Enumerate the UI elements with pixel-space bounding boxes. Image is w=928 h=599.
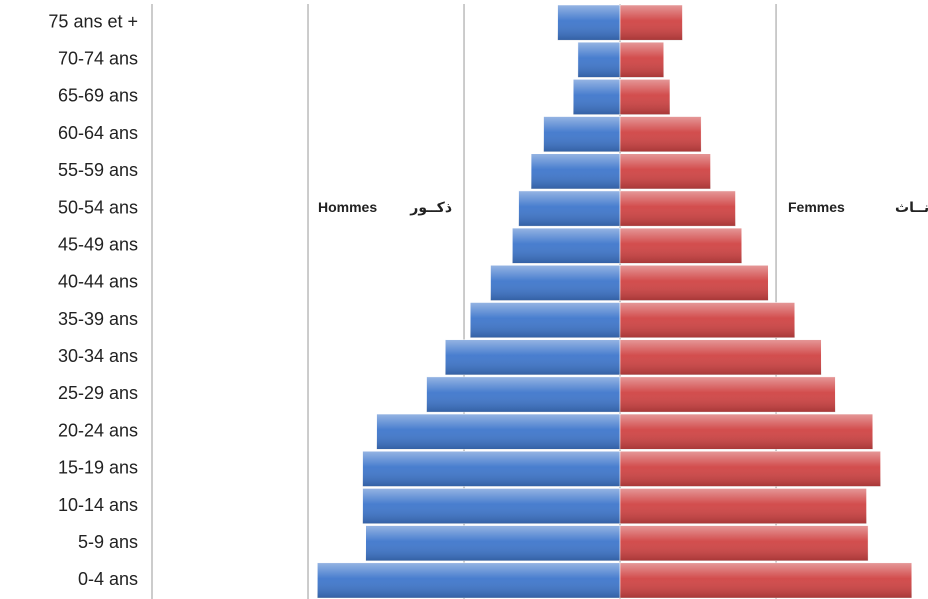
bar-shine [557, 5, 621, 41]
bar-shine [620, 525, 869, 561]
bar-shine [620, 562, 912, 598]
category-label: 10-14 ans [58, 495, 138, 515]
bar-shine [518, 190, 621, 227]
category-label: 50-54 ans [58, 197, 138, 217]
bar-shine [620, 79, 670, 115]
bar-shine [426, 376, 621, 413]
bar-shine [620, 488, 867, 524]
bar-shine [573, 79, 621, 115]
category-label: 75 ans et + [48, 11, 138, 31]
category-label: 40-44 ans [58, 272, 138, 292]
series-label: Hommes [318, 199, 377, 215]
category-label: 35-39 ans [58, 309, 138, 329]
bar-shine [620, 302, 795, 338]
category-label: 70-74 ans [58, 49, 138, 69]
bar-shine [620, 339, 822, 375]
category-label: 5-9 ans [78, 532, 138, 552]
series-label-ar: إنــاث [895, 199, 928, 216]
category-label: 20-24 ans [58, 420, 138, 440]
bar-shine [365, 525, 621, 561]
bar-shine [620, 228, 742, 264]
category-label: 30-34 ans [58, 346, 138, 366]
bar-shine [620, 116, 702, 152]
category-label: 25-29 ans [58, 383, 138, 403]
category-label: 65-69 ans [58, 86, 138, 106]
category-label: 60-64 ans [58, 123, 138, 143]
bar-shine [620, 414, 873, 450]
category-label: 15-19 ans [58, 458, 138, 478]
bar-shine [620, 376, 836, 413]
bar-shine [620, 190, 736, 227]
bar-shine [531, 153, 621, 189]
bar-shine [317, 562, 621, 598]
bar-shine [512, 228, 621, 264]
category-label: 55-59 ans [58, 160, 138, 180]
bar-shine [620, 5, 683, 41]
category-label: 0-4 ans [78, 569, 138, 589]
series-label-ar: ذكــور [409, 199, 452, 216]
bar-shine [620, 451, 881, 487]
bar-shine [376, 414, 621, 450]
bar-shine [445, 339, 621, 375]
bar-shine [543, 116, 621, 152]
bar-shine [470, 302, 621, 338]
series-label: Femmes [788, 199, 845, 215]
bar-shine [362, 451, 621, 487]
bar-shine [577, 42, 621, 78]
bar-shine [490, 265, 621, 301]
bar-shine [620, 265, 769, 301]
bar-shine [620, 153, 711, 189]
category-label: 45-49 ans [58, 234, 138, 254]
bar-shine [620, 42, 664, 78]
bar-shine [362, 488, 621, 524]
